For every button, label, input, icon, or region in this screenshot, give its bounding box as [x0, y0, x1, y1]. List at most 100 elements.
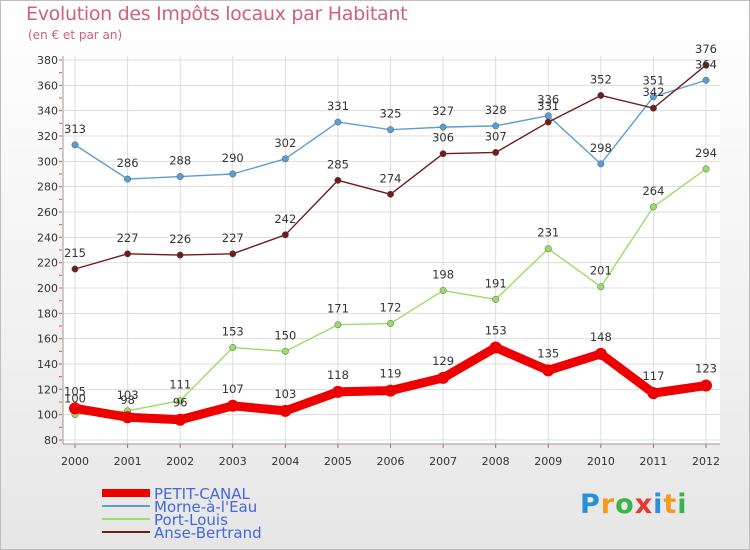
data-point [387, 190, 394, 198]
data-label: 306 [432, 131, 454, 145]
x-tick-label: 2001 [114, 455, 142, 468]
data-point [69, 402, 81, 415]
data-label: 98 [120, 393, 135, 407]
x-tick-label: 2010 [587, 455, 615, 468]
data-label: 111 [169, 378, 191, 392]
data-label: 135 [537, 346, 559, 360]
data-label: 123 [695, 362, 717, 376]
data-label: 129 [432, 354, 454, 368]
data-label: 172 [380, 300, 402, 314]
data-point [124, 250, 132, 258]
data-label: 298 [590, 141, 612, 155]
data-point [174, 413, 187, 426]
y-tick-label: 100 [37, 409, 58, 422]
data-point [281, 231, 289, 239]
data-point [384, 384, 397, 397]
data-point [229, 250, 237, 258]
data-label: 242 [274, 212, 296, 226]
data-label: 285 [327, 157, 349, 171]
legend-label: Anse-Bertrand [154, 524, 262, 542]
data-point [492, 149, 500, 156]
data-label: 294 [695, 146, 717, 160]
data-label: 286 [117, 156, 139, 170]
data-label: 264 [642, 184, 664, 198]
data-label: 328 [485, 103, 507, 117]
data-label: 342 [642, 85, 664, 99]
data-label: 376 [695, 42, 717, 56]
data-label: 226 [169, 232, 191, 246]
data-label: 364 [695, 57, 717, 71]
data-label: 105 [64, 384, 86, 398]
y-tick-label: 380 [37, 54, 58, 67]
y-tick-label: 140 [37, 358, 58, 371]
data-point [492, 122, 500, 130]
data-point [229, 170, 237, 178]
y-tick-label: 320 [37, 130, 58, 143]
data-point [334, 118, 342, 126]
x-tick-label: 2004 [271, 455, 299, 468]
data-label: 231 [537, 226, 559, 240]
y-tick-label: 300 [37, 155, 58, 168]
data-point [597, 283, 605, 291]
data-point [649, 93, 657, 101]
logo-letter: r [600, 489, 616, 520]
data-point [647, 387, 660, 400]
data-point [334, 321, 342, 329]
data-label: 274 [380, 171, 402, 185]
data-label: 103 [274, 387, 296, 401]
data-label: 150 [274, 328, 296, 342]
data-label: 107 [222, 382, 244, 396]
x-tick-label: 2012 [692, 455, 720, 468]
data-label: 215 [64, 246, 86, 260]
data-point [702, 76, 710, 84]
logo-letter: i [677, 489, 688, 520]
data-label: 290 [222, 151, 244, 165]
data-point [544, 118, 552, 126]
data-label: 103 [117, 388, 139, 402]
data-point [281, 347, 289, 355]
x-tick-label: 2000 [61, 455, 89, 468]
legend-label: Morne-à-l'Eau [154, 498, 257, 516]
logo-letter: P [580, 489, 601, 520]
data-point [331, 385, 344, 398]
data-point [700, 379, 712, 392]
data-label: 227 [222, 231, 244, 245]
y-tick-label: 200 [37, 282, 58, 295]
data-point [176, 173, 184, 180]
data-label: 191 [485, 276, 507, 290]
data-label: 117 [642, 369, 664, 383]
data-point [439, 123, 447, 131]
data-point [437, 371, 450, 384]
data-point [281, 155, 289, 163]
data-point [702, 61, 710, 69]
proxiti-logo: Proxiti [580, 489, 688, 520]
data-label: 118 [327, 368, 349, 382]
y-tick-label: 260 [37, 206, 58, 219]
x-tick-label: 2009 [534, 455, 562, 468]
data-label: 201 [590, 264, 612, 278]
data-point [121, 411, 134, 424]
data-label: 327 [432, 104, 454, 118]
data-label: 331 [537, 99, 559, 113]
plot-area [63, 56, 720, 444]
data-point [387, 126, 394, 134]
data-point [489, 341, 502, 354]
data-label: 307 [485, 129, 507, 143]
y-tick-label: 180 [37, 307, 58, 320]
legend-label: PETIT-CANAL [154, 485, 251, 503]
logo-letter: i [653, 489, 664, 520]
y-tick-label: 80 [44, 434, 58, 447]
data-point [229, 344, 237, 351]
data-point [702, 165, 710, 173]
data-label: 336 [537, 93, 559, 107]
logo-letter: o [615, 489, 635, 520]
y-tick-label: 120 [37, 383, 58, 396]
data-point [439, 150, 447, 158]
data-labels: 105 98 96 107 103 118 119 129 153 135 148 117 123 313… [64, 42, 717, 410]
data-label: 351 [642, 74, 664, 88]
data-point [649, 104, 657, 112]
data-label: 153 [222, 325, 244, 339]
data-point [226, 399, 239, 412]
data-label: 352 [590, 72, 612, 86]
data-point [649, 203, 657, 211]
